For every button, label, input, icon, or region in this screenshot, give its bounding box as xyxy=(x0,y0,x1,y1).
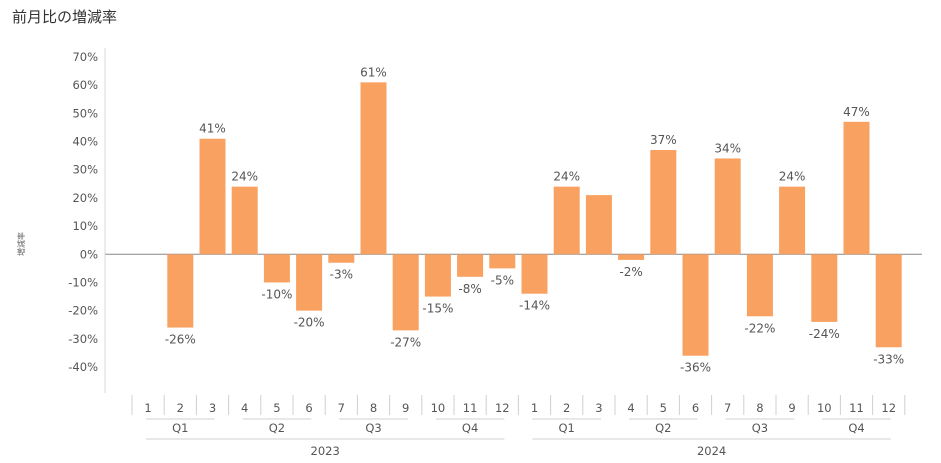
bar xyxy=(618,254,645,260)
data-label: -8% xyxy=(458,282,481,296)
quarter-label: Q2 xyxy=(269,421,285,435)
x-tick-label: 2 xyxy=(177,401,184,415)
quarter-label: Q2 xyxy=(655,421,671,435)
y-tick-label: 10% xyxy=(72,219,98,233)
data-label: 41% xyxy=(199,122,226,136)
x-tick-label: 11 xyxy=(849,401,864,415)
y-tick-label: 70% xyxy=(72,50,98,64)
bar xyxy=(585,195,612,255)
x-tick-label: 5 xyxy=(273,401,280,415)
y-tick-label: -10% xyxy=(68,275,98,289)
bar xyxy=(746,254,773,317)
x-tick-label: 10 xyxy=(431,401,446,415)
data-label: -5% xyxy=(491,273,514,287)
data-label: 24% xyxy=(231,170,258,184)
y-tick-label: 50% xyxy=(72,106,98,120)
bar xyxy=(392,254,419,331)
bar xyxy=(875,254,902,348)
x-tick-label: 9 xyxy=(788,401,795,415)
quarter-label: Q1 xyxy=(559,421,575,435)
data-label: 34% xyxy=(714,141,741,155)
y-tick-label: 20% xyxy=(72,191,98,205)
bar xyxy=(779,186,806,255)
x-tick-label: 4 xyxy=(241,401,248,415)
data-label: -27% xyxy=(390,335,421,349)
data-label: 24% xyxy=(779,170,806,184)
bar xyxy=(296,254,323,311)
bar xyxy=(650,150,677,255)
x-tick-label: 1 xyxy=(144,401,151,415)
data-label: 61% xyxy=(360,65,387,79)
bar xyxy=(553,186,580,255)
data-label: -26% xyxy=(165,333,196,347)
y-tick-label: -30% xyxy=(68,332,98,346)
x-tick-label: 8 xyxy=(370,401,377,415)
bar xyxy=(263,254,290,283)
data-label: -36% xyxy=(680,361,711,375)
x-tick-label: 7 xyxy=(724,401,731,415)
x-tick-label: 11 xyxy=(463,401,478,415)
bar xyxy=(231,186,258,255)
bar xyxy=(167,254,194,328)
x-tick-label: 2 xyxy=(563,401,570,415)
quarter-label: Q3 xyxy=(365,421,381,435)
data-label: -22% xyxy=(744,321,775,335)
bar xyxy=(489,254,516,269)
x-tick-label: 3 xyxy=(209,401,216,415)
bar xyxy=(811,254,838,322)
quarter-label: Q1 xyxy=(172,421,188,435)
bar xyxy=(328,254,355,263)
y-tick-label: 30% xyxy=(72,163,98,177)
data-label: -33% xyxy=(873,352,904,366)
y-tick-label: 0% xyxy=(80,247,98,261)
bar xyxy=(457,254,484,277)
y-tick-label: -40% xyxy=(68,360,98,374)
data-label: 24% xyxy=(553,170,580,184)
data-label: -10% xyxy=(261,287,292,301)
data-label: -3% xyxy=(330,268,353,282)
bar xyxy=(199,138,226,255)
x-tick-label: 7 xyxy=(338,401,345,415)
data-label: 37% xyxy=(650,133,677,147)
x-tick-label: 10 xyxy=(817,401,832,415)
x-tick-label: 3 xyxy=(595,401,602,415)
x-tick-label: 9 xyxy=(402,401,409,415)
year-label: 2023 xyxy=(311,444,340,458)
x-tick-label: 8 xyxy=(756,401,763,415)
y-tick-label: 40% xyxy=(72,135,98,149)
x-tick-label: 4 xyxy=(627,401,634,415)
data-label: 47% xyxy=(843,105,870,119)
data-label: -2% xyxy=(619,265,642,279)
bar xyxy=(682,254,709,356)
data-label: -14% xyxy=(519,299,550,313)
y-axis-label: 増減率 xyxy=(16,232,26,256)
x-tick-label: 6 xyxy=(305,401,312,415)
quarter-label: Q4 xyxy=(848,421,864,435)
bar xyxy=(424,254,451,297)
year-label: 2024 xyxy=(697,444,726,458)
data-label: -15% xyxy=(422,302,453,316)
data-label: -24% xyxy=(809,327,840,341)
x-tick-label: 5 xyxy=(660,401,667,415)
data-label: -20% xyxy=(294,316,325,330)
bar xyxy=(521,254,548,294)
x-tick-label: 12 xyxy=(881,401,896,415)
x-tick-label: 1 xyxy=(531,401,538,415)
x-tick-label: 12 xyxy=(495,401,510,415)
bar xyxy=(714,158,741,255)
quarter-label: Q3 xyxy=(752,421,768,435)
y-tick-label: 60% xyxy=(72,78,98,92)
chart-title: 前月比の増減率 xyxy=(12,8,118,26)
bar xyxy=(360,82,387,255)
quarter-label: Q4 xyxy=(462,421,478,435)
bar xyxy=(843,121,870,255)
x-tick-label: 6 xyxy=(692,401,699,415)
y-tick-label: -20% xyxy=(68,304,98,318)
